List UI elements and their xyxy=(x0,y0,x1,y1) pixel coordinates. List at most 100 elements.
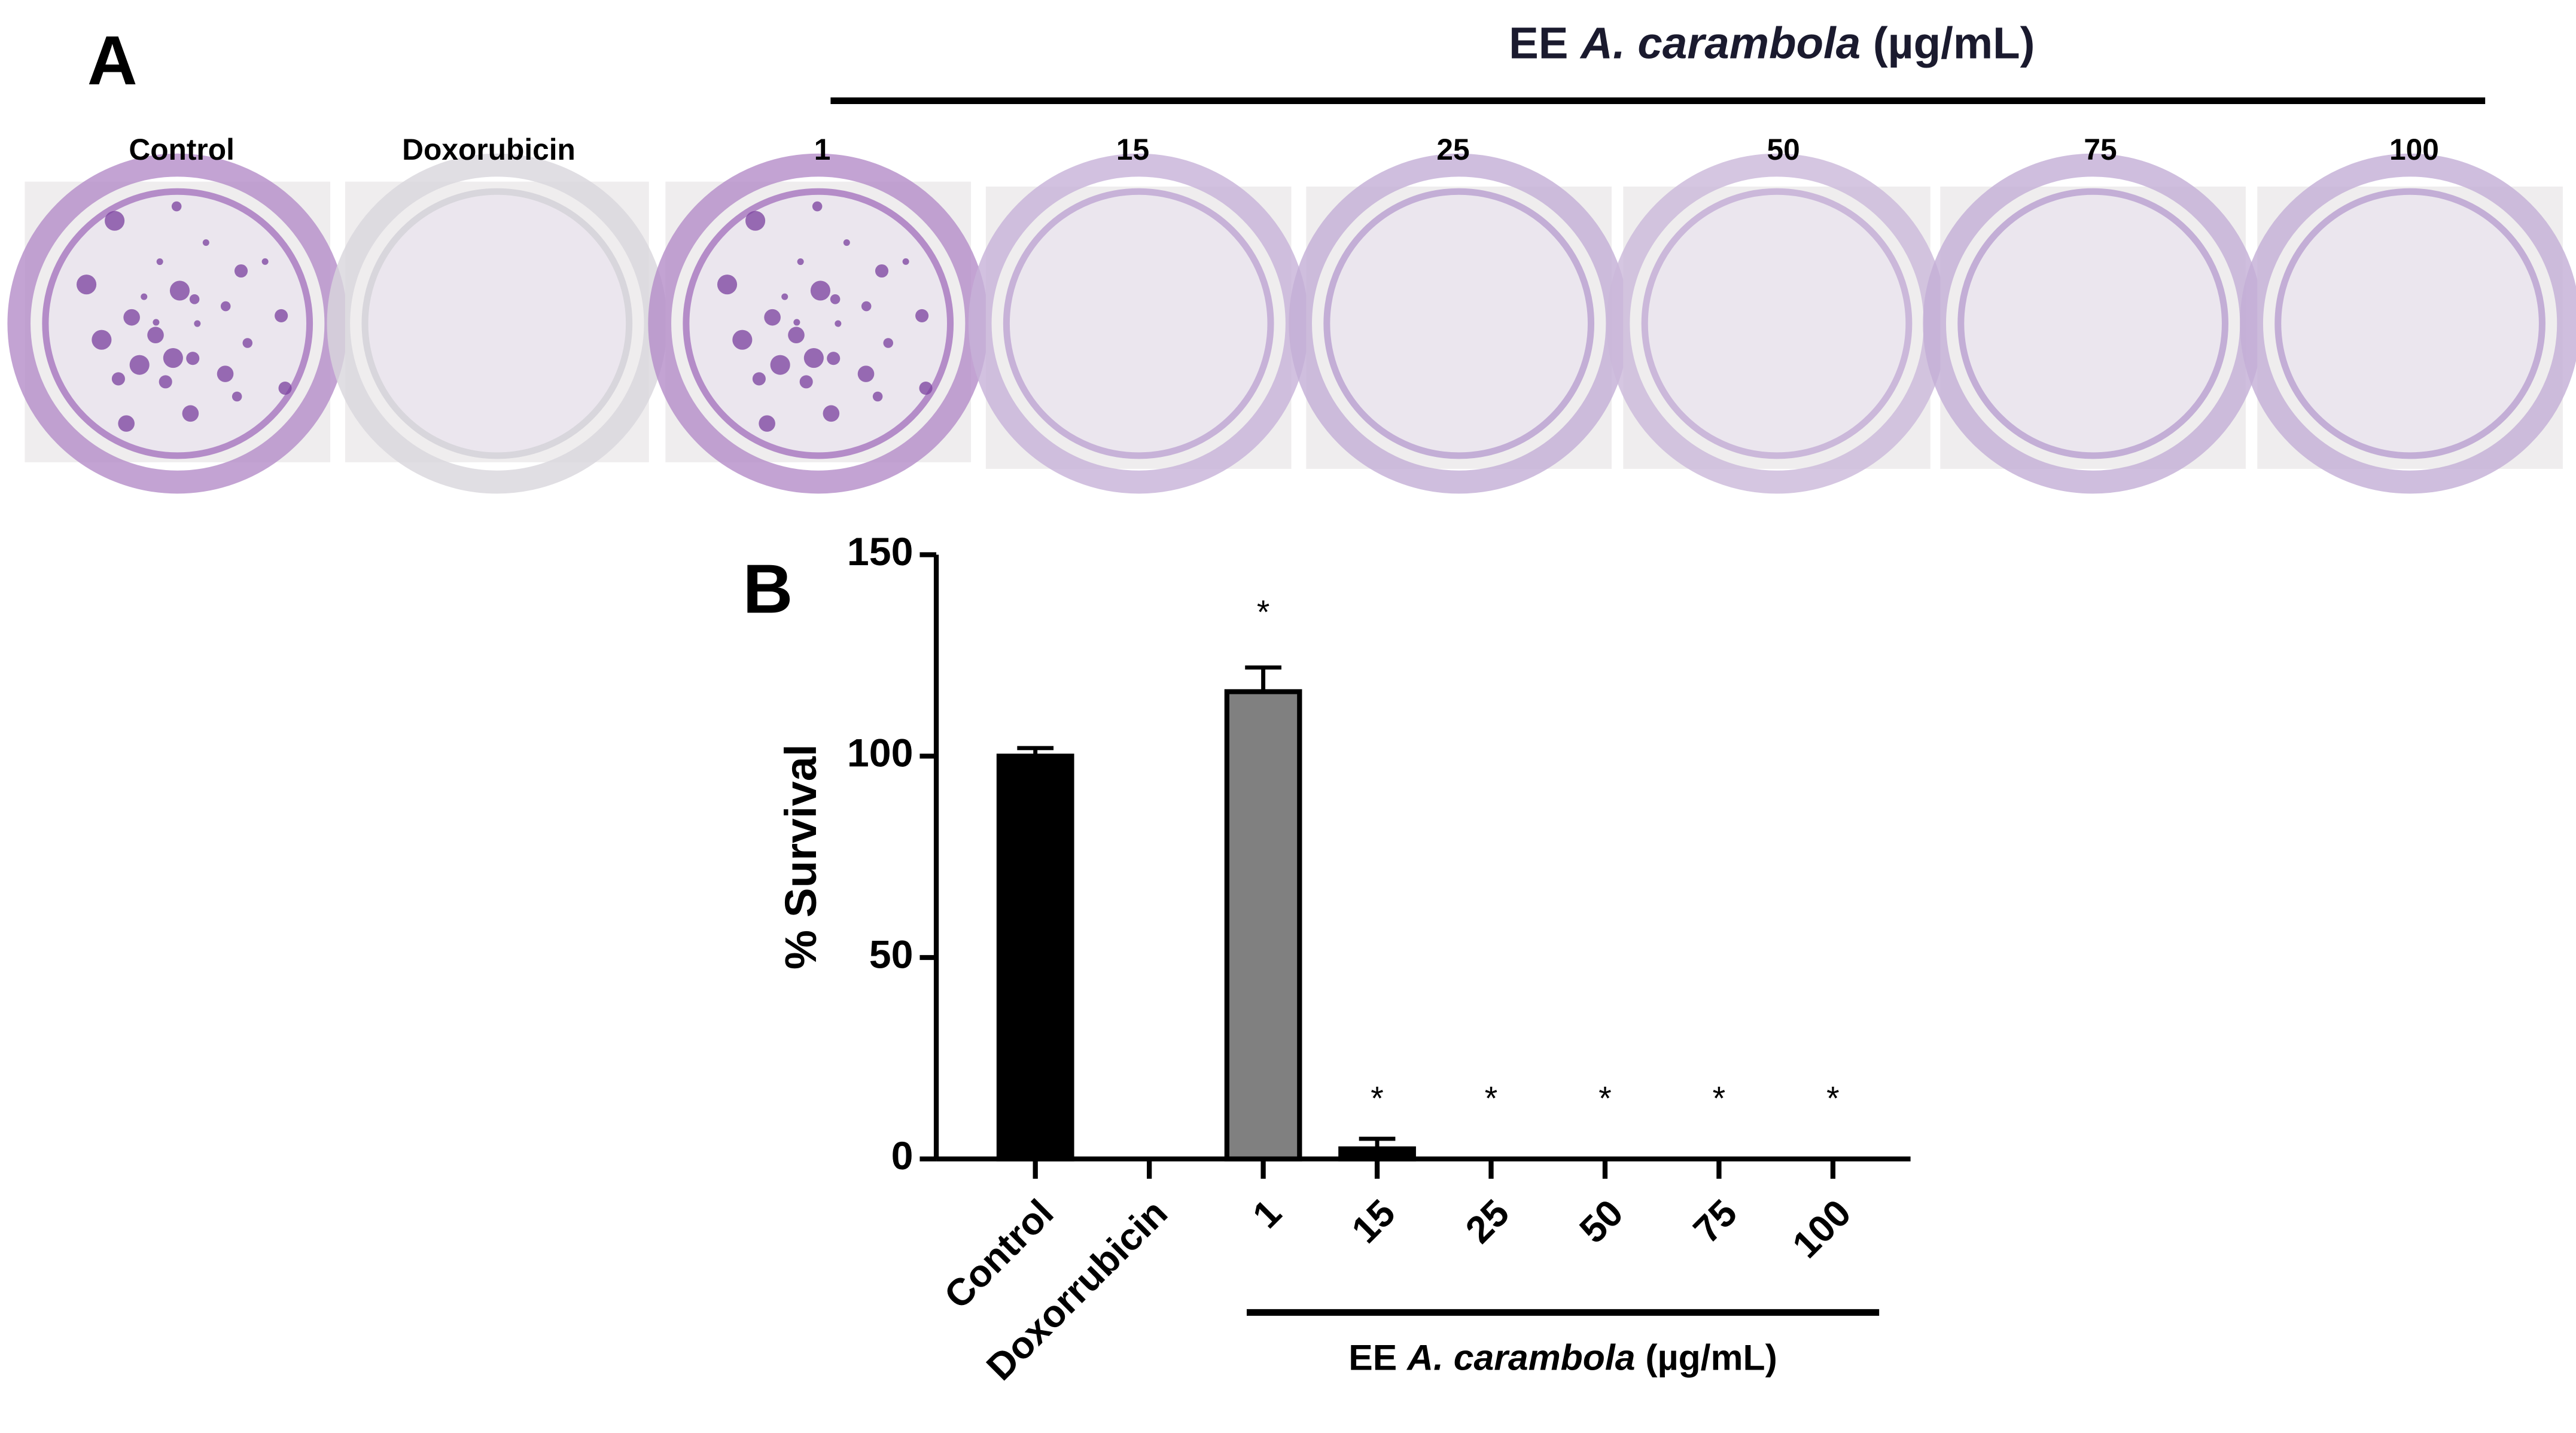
significance-mark: * xyxy=(1598,1080,1611,1117)
colony xyxy=(163,347,183,368)
panel-header: EE A. carambola (µg/mL) xyxy=(1509,18,2035,68)
y-tick-label: 150 xyxy=(847,530,914,574)
colony xyxy=(118,415,135,432)
colony xyxy=(875,264,889,278)
well-inner xyxy=(1323,188,1595,459)
significance-mark: * xyxy=(1485,1080,1497,1117)
group-prefix: EE xyxy=(1348,1337,1397,1378)
x-tick-label: 25 xyxy=(1458,1192,1517,1251)
colony xyxy=(242,338,253,348)
colony xyxy=(872,391,883,402)
group-label: EE A. carambola (µg/mL) xyxy=(1348,1337,1777,1378)
y-tick-label: 100 xyxy=(847,731,914,776)
colony xyxy=(759,415,775,432)
group-unit: (µg/mL) xyxy=(1645,1337,1777,1378)
colony xyxy=(732,330,753,350)
well-inner xyxy=(1957,188,2228,459)
colony xyxy=(186,352,200,365)
colony xyxy=(278,382,292,395)
colony xyxy=(76,275,97,295)
header-species: A. carambola xyxy=(1579,18,1861,68)
colony xyxy=(275,309,288,322)
well-inner xyxy=(1003,188,1274,459)
bar xyxy=(996,754,1074,1161)
well-label: 100 xyxy=(2389,133,2439,166)
colony xyxy=(745,211,766,231)
bar xyxy=(1338,1146,1416,1161)
colony xyxy=(147,327,164,344)
colony xyxy=(111,372,125,386)
well-label: 50 xyxy=(1767,133,1799,166)
colony xyxy=(915,309,929,322)
colony xyxy=(261,258,269,265)
significance-mark: * xyxy=(1713,1080,1725,1117)
y-axis-label: % Survival xyxy=(776,744,826,969)
colony xyxy=(781,293,788,300)
colony xyxy=(764,309,781,326)
colony xyxy=(717,275,738,295)
well-inner xyxy=(683,188,954,459)
x-tick-label: 50 xyxy=(1572,1192,1631,1251)
colony xyxy=(129,355,150,375)
colony xyxy=(217,365,234,382)
x-tick-label: 100 xyxy=(1785,1192,1859,1266)
colony xyxy=(830,294,841,304)
well-label: 25 xyxy=(1436,133,1469,166)
well-label: Control xyxy=(129,133,235,166)
significance-mark: * xyxy=(1257,593,1269,630)
well-inner xyxy=(2274,188,2545,459)
header-prefix: EE xyxy=(1509,18,1568,68)
colony xyxy=(812,201,823,212)
well-inner xyxy=(42,188,313,459)
colony xyxy=(220,301,231,312)
colony xyxy=(752,372,766,386)
colony xyxy=(919,382,933,395)
colony xyxy=(202,239,209,246)
panel-label: A xyxy=(87,22,138,99)
colony xyxy=(788,327,805,344)
colony xyxy=(770,355,790,375)
colony xyxy=(169,280,190,301)
x-tick-label: 75 xyxy=(1686,1192,1745,1251)
colony xyxy=(797,258,804,266)
colony xyxy=(234,264,248,278)
x-tick-label: 15 xyxy=(1344,1192,1403,1251)
colony xyxy=(799,375,813,389)
colony xyxy=(793,319,800,326)
well-inner xyxy=(1641,188,1913,459)
colony xyxy=(123,309,140,326)
colony xyxy=(843,239,850,246)
colony xyxy=(232,391,242,402)
colony xyxy=(857,365,875,382)
colony xyxy=(835,320,842,327)
colony xyxy=(810,280,830,301)
significance-mark: * xyxy=(1826,1080,1839,1117)
bar xyxy=(1224,689,1302,1161)
colony xyxy=(823,405,840,422)
x-tick-label: 1 xyxy=(1245,1192,1289,1236)
colony xyxy=(156,258,163,266)
well-photos xyxy=(7,153,2576,494)
colony xyxy=(141,293,148,300)
colony xyxy=(803,347,824,368)
y-tick-label: 50 xyxy=(869,932,914,977)
colony xyxy=(194,320,201,327)
colony xyxy=(902,258,909,265)
header-unit: (µg/mL) xyxy=(1873,18,2035,68)
colony xyxy=(92,330,112,350)
colony xyxy=(105,211,125,231)
colony xyxy=(153,319,160,326)
well-label: 75 xyxy=(2084,133,2117,166)
group-species: A. carambola xyxy=(1406,1337,1635,1378)
well-label: 15 xyxy=(1116,133,1149,166)
y-tick-label: 0 xyxy=(891,1134,914,1178)
colony xyxy=(182,405,199,422)
colony xyxy=(159,375,172,389)
significance-mark: * xyxy=(1371,1080,1383,1117)
panel-label: B xyxy=(743,550,793,627)
well-rim xyxy=(2240,153,2576,494)
colony xyxy=(827,352,841,365)
